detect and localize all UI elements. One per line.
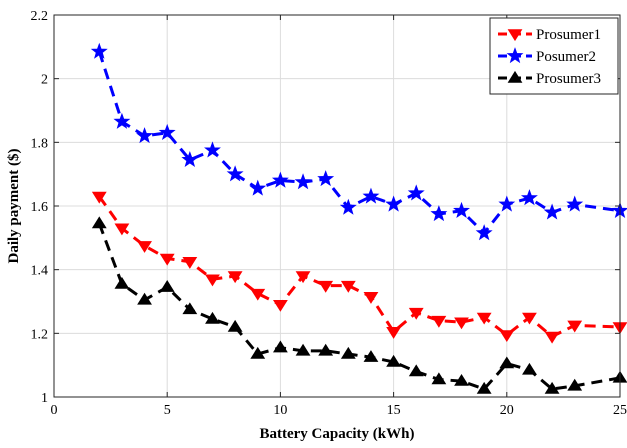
x-tick-label: 15 bbox=[387, 403, 401, 418]
series-line bbox=[99, 196, 620, 336]
x-tick-label: 10 bbox=[273, 403, 287, 418]
data-point bbox=[93, 217, 106, 227]
data-point bbox=[274, 300, 287, 310]
series-line bbox=[99, 224, 620, 390]
data-point bbox=[250, 180, 265, 194]
legend-label: Prosumer3 bbox=[536, 71, 601, 87]
data-point bbox=[544, 204, 559, 218]
data-point bbox=[500, 331, 513, 341]
data-point bbox=[455, 318, 468, 328]
x-tick-label: 5 bbox=[164, 403, 171, 418]
data-point bbox=[387, 328, 400, 338]
data-point bbox=[137, 128, 152, 142]
data-point bbox=[431, 206, 446, 220]
y-axis-label: Daily payment ($) bbox=[6, 149, 22, 264]
data-point bbox=[161, 281, 174, 291]
data-point bbox=[500, 357, 513, 367]
data-point bbox=[183, 303, 196, 313]
x-tick-label: 25 bbox=[613, 403, 627, 418]
data-point bbox=[115, 278, 128, 288]
data-point bbox=[522, 190, 537, 204]
data-point bbox=[295, 174, 310, 188]
data-point bbox=[546, 332, 559, 342]
y-tick-label: 1 bbox=[41, 391, 48, 406]
data-point bbox=[364, 293, 377, 303]
data-point bbox=[454, 203, 469, 217]
data-point bbox=[523, 364, 536, 374]
y-tick-label: 1.2 bbox=[31, 327, 49, 342]
data-point bbox=[319, 281, 332, 291]
y-tick-label: 1.8 bbox=[31, 136, 49, 151]
data-point bbox=[341, 200, 356, 214]
data-point bbox=[183, 257, 196, 267]
data-point bbox=[229, 321, 242, 331]
legend-label: Posumer2 bbox=[536, 49, 596, 65]
y-tick-label: 2 bbox=[41, 73, 48, 88]
x-tick-label: 20 bbox=[500, 403, 514, 418]
y-tick-label: 2.2 bbox=[31, 9, 49, 24]
x-axis-label: Battery Capacity (kWh) bbox=[260, 426, 415, 442]
y-tick-label: 1.6 bbox=[31, 200, 49, 215]
y-tick-label: 1.4 bbox=[31, 264, 49, 279]
data-point bbox=[363, 188, 378, 202]
data-point bbox=[410, 365, 423, 375]
data-point bbox=[274, 341, 287, 351]
data-point bbox=[477, 225, 492, 239]
legend-label: Prosumer1 bbox=[536, 27, 601, 43]
data-point bbox=[567, 196, 582, 210]
series-prosumer1 bbox=[93, 192, 627, 342]
data-point bbox=[206, 275, 219, 285]
data-point bbox=[318, 171, 333, 185]
series-prosumer3 bbox=[93, 217, 627, 393]
data-point bbox=[409, 185, 424, 199]
legend: Prosumer1 Posumer2 Prosumer3 bbox=[490, 18, 618, 94]
x-tick-label: 0 bbox=[51, 403, 58, 418]
data-point bbox=[342, 348, 355, 358]
data-point bbox=[432, 316, 445, 326]
series-layer bbox=[92, 44, 627, 394]
